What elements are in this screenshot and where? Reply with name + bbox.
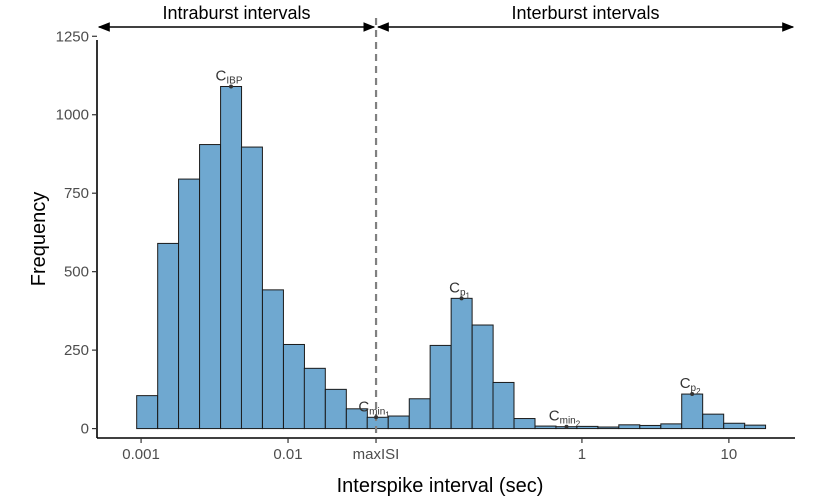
peak-marker-5 [690, 392, 695, 397]
peak-marker-3 [459, 296, 464, 301]
y-tick-label: 750 [64, 185, 89, 202]
x-tick-label: 0.01 [273, 446, 302, 463]
histogram-bar-3 [178, 178, 201, 430]
histogram-bar-16 [450, 297, 473, 430]
histogram-bar-10 [324, 388, 347, 430]
x-tick-label: 1 [578, 446, 586, 463]
histogram-bar-13 [387, 415, 410, 430]
histogram-bar-14 [408, 398, 431, 430]
peak-label-4: Cmin2 [549, 408, 581, 429]
peak-marker-4 [564, 424, 569, 429]
peak-label-3: Cp1 [449, 279, 470, 300]
histogram-bar-5 [220, 85, 243, 430]
histogram-bar-8 [282, 343, 305, 430]
histogram-bar-7 [261, 289, 284, 430]
histogram-bar-18 [492, 381, 515, 430]
peak-label-1: CIBP [216, 67, 243, 86]
histogram-bar-17 [471, 324, 494, 430]
histogram-bar-26 [660, 423, 683, 430]
y-tick-label: 500 [64, 264, 89, 281]
x-tick-label: 10 [721, 446, 738, 463]
histogram-bar-25 [639, 424, 662, 430]
histogram-bar-4 [199, 144, 222, 430]
y-axis-title: Frequency [28, 192, 50, 287]
histogram-bar-29 [723, 422, 746, 430]
peak-label-5: Cp2 [680, 375, 701, 396]
histogram-bar-9 [303, 367, 326, 430]
x-axis-title: Interspike interval (sec) [337, 475, 544, 497]
x-tick-label: maxISI [353, 446, 400, 463]
histogram-bar-2 [157, 242, 180, 430]
histogram-bar-6 [240, 146, 263, 430]
peak-marker-1 [229, 84, 234, 89]
y-tick-label: 1000 [56, 107, 89, 124]
region-label-2: Interburst intervals [511, 3, 659, 23]
histogram-bar-30 [744, 424, 767, 430]
histogram-bar-1 [136, 395, 159, 430]
histogram-bar-19 [513, 418, 536, 430]
histogram-bar-27 [681, 393, 704, 430]
histogram-bar-20 [534, 425, 557, 430]
peak-label-2: Cmin1 [358, 398, 390, 419]
histogram-bar-28 [702, 413, 725, 430]
x-tick-label: 0.001 [122, 446, 160, 463]
histogram-bar-23 [597, 426, 620, 430]
peak-marker-2 [374, 415, 379, 420]
histogram-bar-15 [429, 344, 452, 430]
histogram-bar-24 [618, 424, 641, 430]
y-tick-label: 0 [81, 421, 89, 438]
region-label-1: Intraburst intervals [162, 3, 310, 23]
y-tick-label: 1250 [56, 28, 89, 45]
y-tick-label: 250 [64, 342, 89, 359]
